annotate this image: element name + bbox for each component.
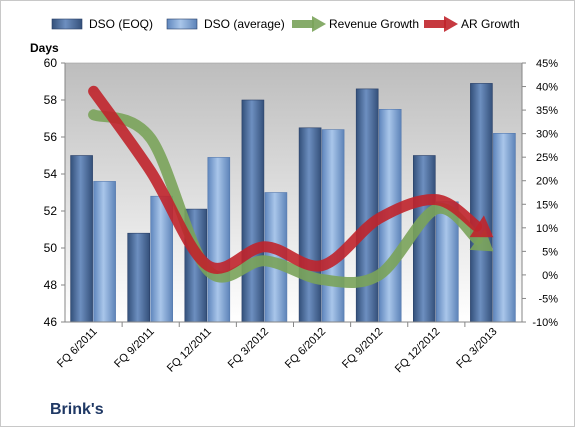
legend-swatch-dso-eoq- bbox=[51, 18, 83, 30]
y2-tick-label: 40% bbox=[536, 82, 558, 94]
legend-swatch-dso-average- bbox=[166, 18, 198, 30]
y-tick-label: 52 bbox=[44, 204, 58, 218]
x-tick-label: FQ 9/2012 bbox=[340, 326, 385, 371]
bar-dso-eoq bbox=[298, 127, 322, 323]
x-tick-label: FQ 3/2013 bbox=[454, 326, 499, 371]
y-tick-label: 56 bbox=[44, 130, 58, 144]
bar-dso-average bbox=[321, 129, 345, 323]
bar-dso-eoq bbox=[241, 99, 265, 323]
bar-dso-average bbox=[207, 157, 231, 323]
revenue-growth-line bbox=[88, 109, 483, 289]
legend-arrow-ar-growth bbox=[444, 16, 458, 32]
bar-dso-eoq bbox=[412, 155, 436, 323]
y-tick-label: 54 bbox=[44, 167, 58, 181]
y2-tick-label: 45% bbox=[536, 58, 558, 70]
bar-dso-eoq bbox=[70, 155, 93, 323]
y-tick-label: 48 bbox=[44, 278, 58, 292]
legend-label-revenue-growth: Revenue Growth bbox=[329, 17, 419, 31]
y-axis-title: Days bbox=[30, 41, 59, 55]
y-tick-label: 50 bbox=[44, 241, 58, 255]
y2-tick-label: 15% bbox=[536, 199, 558, 211]
ar-growth-arrowhead bbox=[469, 215, 494, 238]
legend-label-dso-eoq-: DSO (EOQ) bbox=[89, 17, 153, 31]
revenue-growth-arrowhead bbox=[469, 229, 494, 252]
legend-label-dso-average-: DSO (average) bbox=[204, 17, 285, 31]
x-tick-label: FQ 9/2011 bbox=[112, 326, 157, 371]
y2-tick-label: 30% bbox=[536, 129, 558, 141]
y-tick-label: 58 bbox=[44, 93, 58, 107]
ar-growth-line bbox=[88, 85, 483, 274]
legend-arrow-revenue-growth bbox=[312, 16, 326, 32]
y2-tick-label: 10% bbox=[536, 223, 558, 235]
bar-dso-eoq bbox=[127, 232, 150, 323]
bar-dso-average bbox=[493, 133, 516, 323]
x-tick-label: FQ 12/2011 bbox=[165, 326, 214, 375]
y2-tick-label: 5% bbox=[542, 246, 558, 258]
y2-tick-label: 35% bbox=[536, 105, 558, 117]
y2-tick-label: -10% bbox=[532, 317, 558, 329]
y2-tick-label: -5% bbox=[538, 293, 558, 305]
y-tick-label: 46 bbox=[44, 315, 58, 329]
y2-tick-label: 20% bbox=[536, 176, 558, 188]
x-tick-label: FQ 6/2011 bbox=[55, 326, 100, 371]
x-tick-label: FQ 6/2012 bbox=[283, 326, 328, 371]
y2-tick-label: 25% bbox=[536, 152, 558, 164]
chart-title: Brink's bbox=[50, 401, 104, 418]
y2-tick-label: 0% bbox=[542, 270, 558, 282]
y-tick-label: 60 bbox=[44, 56, 58, 70]
bar-dso-eoq bbox=[470, 83, 493, 323]
legend-label-ar-growth: AR Growth bbox=[461, 17, 520, 31]
bar-dso-average bbox=[93, 181, 116, 323]
x-tick-label: FQ 12/2012 bbox=[393, 326, 443, 376]
x-tick-label: FQ 3/2012 bbox=[226, 326, 271, 371]
